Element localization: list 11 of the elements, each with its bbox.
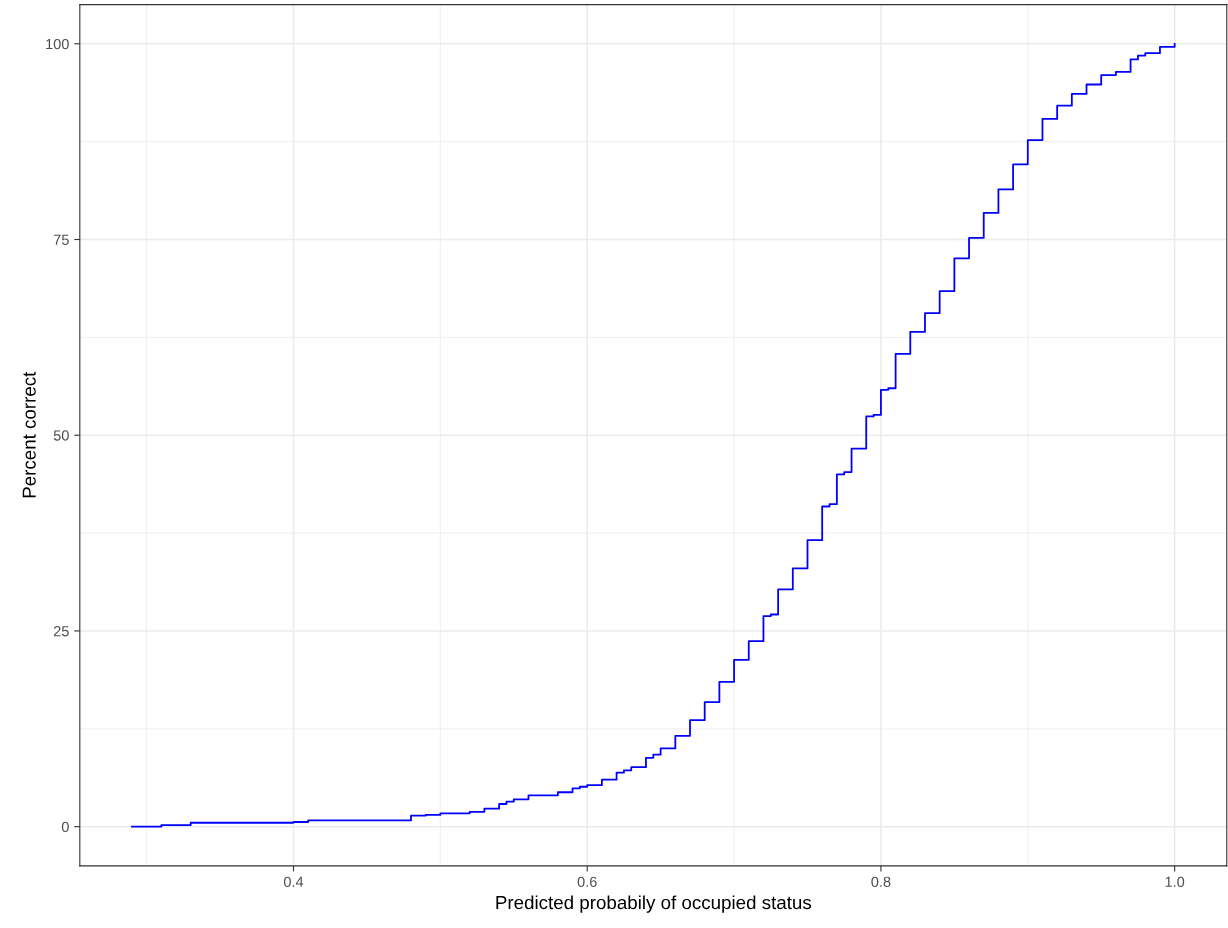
x-tick-label: 0.8 xyxy=(871,876,891,887)
y-tick-label: 100 xyxy=(46,38,69,50)
x-tick-label: 1.0 xyxy=(1165,876,1185,887)
x-tick-label: 0.4 xyxy=(283,876,304,887)
y-axis-title: Percent correct xyxy=(22,371,36,498)
y-tick-label: 75 xyxy=(53,234,69,245)
x-axis-title: Predicted probabily of occupied status xyxy=(496,895,812,913)
y-tick-label: 0 xyxy=(61,821,69,833)
x-tick-label: 0.6 xyxy=(577,876,597,887)
y-tick-label: 25 xyxy=(53,626,69,637)
y-tick-label: 50 xyxy=(53,430,69,441)
